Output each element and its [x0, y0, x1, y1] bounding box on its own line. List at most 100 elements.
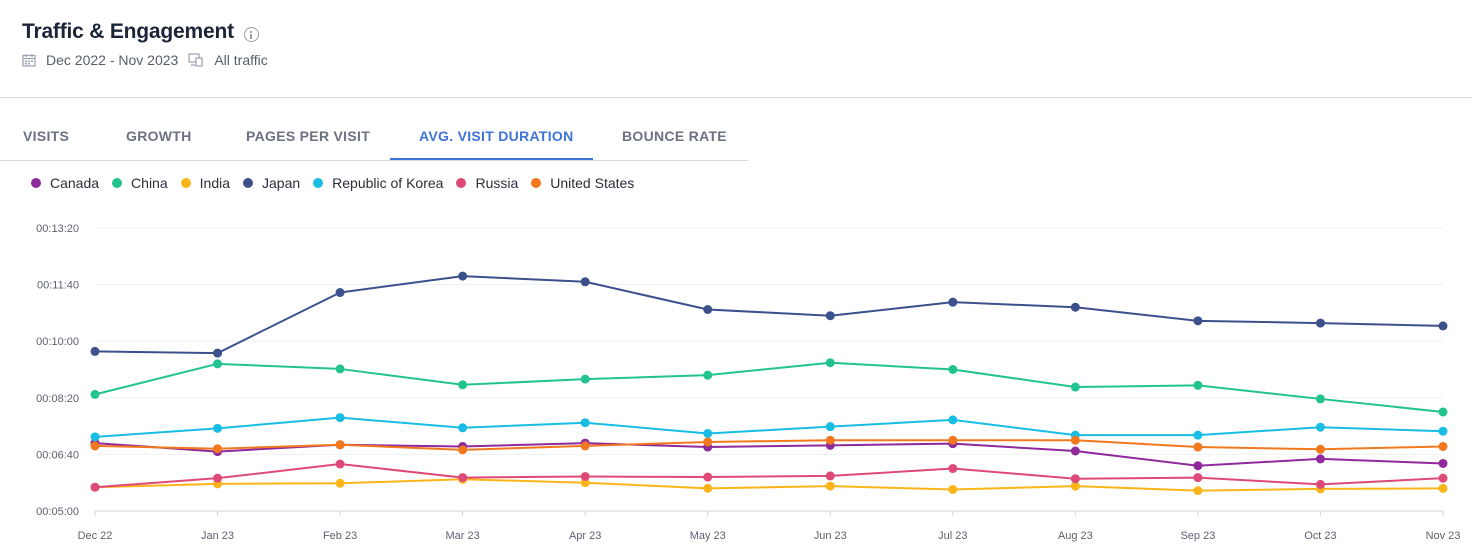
tab-growth[interactable]: GROWTH [126, 128, 192, 144]
title-row: Traffic & Engagement [22, 20, 268, 44]
data-point-russia [948, 464, 958, 474]
data-point-japan [1193, 316, 1203, 326]
legend-label-japan: Japan [262, 175, 301, 191]
data-point-russia [335, 459, 345, 469]
legend-label-india: India [199, 175, 230, 191]
legend-dot-japan [243, 178, 253, 188]
data-point-russia [1070, 474, 1080, 484]
tab-bounce-rate[interactable]: BOUNCE RATE [622, 128, 727, 144]
data-point-china [1193, 380, 1203, 390]
data-point-russia [1193, 473, 1203, 483]
data-point-united-states [1315, 444, 1325, 454]
data-point-republic-of-korea [1438, 426, 1448, 436]
data-point-china [825, 358, 835, 368]
data-point-japan [335, 288, 345, 298]
data-point-japan [580, 277, 590, 287]
legend-dot-india [180, 178, 191, 188]
x-tick-label: Apr 23 [569, 530, 601, 542]
data-point-china [1315, 394, 1325, 404]
legend-item-japan[interactable]: Japan [243, 175, 300, 191]
data-point-china [580, 374, 590, 384]
data-point-india [335, 478, 345, 488]
series-line-india [94, 478, 1444, 492]
data-point-china [458, 380, 468, 390]
devices-icon [188, 53, 203, 67]
calendar-icon [22, 54, 36, 67]
data-point-japan [213, 348, 223, 358]
data-point-republic-of-korea [458, 423, 468, 433]
data-point-united-states [213, 444, 223, 454]
legend-label-united-states: United States [550, 175, 635, 191]
data-point-japan [703, 305, 713, 315]
data-point-china [1070, 382, 1080, 392]
legend-item-canada[interactable]: Canada [31, 175, 99, 191]
tab-avg-visit-duration[interactable]: AVG. VISIT DURATION [419, 128, 574, 144]
data-point-republic-of-korea [335, 413, 345, 423]
chart-legend: Canada China India Japan Republic of Korea Ru… [31, 175, 647, 191]
data-point-china [335, 364, 345, 374]
legend-item-united-states[interactable]: United States [531, 175, 634, 191]
data-point-russia [213, 473, 223, 483]
data-point-russia [1438, 473, 1448, 483]
data-point-republic-of-korea [703, 428, 713, 438]
info-icon[interactable] [243, 26, 259, 42]
data-point-china [1438, 407, 1448, 417]
date-range: Dec 2022 - Nov 2023 [46, 52, 179, 68]
legend-item-china[interactable]: China [112, 175, 168, 191]
data-point-russia [825, 471, 835, 481]
legend-item-republic-of-korea[interactable]: Republic of Korea [313, 175, 443, 191]
series-line-republic-of-korea [94, 416, 1444, 438]
data-point-india [948, 484, 958, 494]
data-point-japan [1070, 302, 1080, 312]
data-point-republic-of-korea [90, 432, 100, 442]
data-point-russia [580, 471, 590, 481]
data-point-republic-of-korea [1193, 430, 1203, 440]
legend-label-canada: Canada [50, 175, 100, 191]
data-point-republic-of-korea [825, 422, 835, 432]
data-point-canada [1070, 446, 1080, 456]
data-point-republic-of-korea [948, 415, 958, 425]
legend-dot-russia [456, 178, 467, 188]
data-point-united-states [825, 435, 835, 445]
data-point-india [825, 481, 835, 491]
x-tick-label: Jun 23 [814, 530, 847, 542]
data-point-russia [703, 472, 713, 482]
data-point-japan [948, 297, 958, 307]
data-point-russia [1315, 479, 1325, 489]
data-point-india [1070, 481, 1080, 491]
data-point-china [90, 389, 100, 399]
series-line-russia [94, 463, 1444, 489]
data-point-united-states [703, 437, 713, 447]
data-point-china [213, 359, 223, 369]
x-tick-label: Dec 22 [78, 530, 113, 542]
data-point-united-states [1070, 435, 1080, 445]
x-tick-label: May 23 [690, 530, 726, 542]
legend-item-russia[interactable]: Russia [456, 175, 518, 191]
x-tick-label: Jul 23 [938, 530, 967, 542]
tab-pages-per-visit[interactable]: PAGES PER VISIT [246, 128, 371, 144]
legend-dot-china [112, 178, 123, 188]
data-point-japan [90, 346, 100, 356]
data-point-united-states [458, 445, 468, 455]
meta-row: Dec 2022 - Nov 2023 All traffic [22, 52, 268, 68]
data-point-china [703, 370, 713, 380]
legend-item-india[interactable]: India [180, 175, 230, 191]
data-point-china [948, 365, 958, 374]
data-point-india [1438, 483, 1448, 493]
data-point-canada [1193, 461, 1203, 471]
y-tick-label: 00:10:00 [36, 336, 79, 348]
data-point-republic-of-korea [213, 423, 223, 433]
x-tick-label: Nov 23 [1426, 530, 1461, 542]
active-tab-indicator [390, 158, 593, 160]
data-point-japan [458, 271, 468, 281]
y-tick-label: 00:11:40 [37, 280, 79, 292]
data-point-united-states [948, 435, 958, 445]
metric-tabs: VISITS GROWTH PAGES PER VISIT AVG. VISIT… [0, 110, 748, 161]
data-point-republic-of-korea [1315, 422, 1325, 432]
tab-visits[interactable]: VISITS [23, 128, 70, 144]
x-tick-label: Jan 23 [201, 530, 234, 542]
data-point-india [1193, 486, 1203, 496]
y-tick-label: 00:05:00 [36, 506, 79, 518]
legend-dot-united-states [531, 178, 542, 188]
